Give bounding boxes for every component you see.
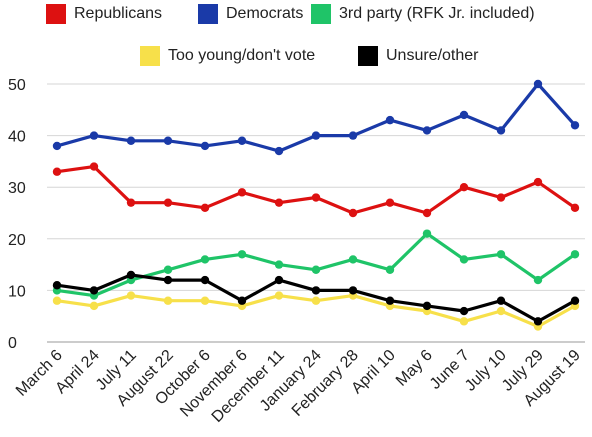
data-point-republicans-11 <box>459 183 469 192</box>
data-point-republicans-13 <box>533 177 543 187</box>
data-point-too-young-don-t-vote-3 <box>163 296 173 305</box>
data-point-democrats-5 <box>237 136 247 145</box>
data-point-unsure-other-9 <box>385 296 395 305</box>
data-point-republicans-9 <box>385 198 395 207</box>
data-point-unsure-other-5 <box>237 296 247 305</box>
data-point-3rd-party-rfk-jr-included-7 <box>311 265 321 274</box>
data-point-democrats-4 <box>200 141 210 151</box>
data-point-democrats-13 <box>533 79 543 89</box>
data-point-unsure-other-13 <box>533 317 543 326</box>
data-point-too-young-don-t-vote-0 <box>52 296 62 305</box>
data-point-democrats-8 <box>348 131 358 140</box>
data-point-unsure-other-10 <box>422 301 432 311</box>
data-point-unsure-other-6 <box>274 275 284 285</box>
legend-swatch-unsure <box>358 46 378 66</box>
data-point-republicans-6 <box>274 198 284 207</box>
legend-label-republicans: Republicans <box>74 5 163 22</box>
y-tick-label-30: 30 <box>8 180 26 197</box>
data-point-republicans-12 <box>496 193 506 202</box>
data-point-republicans-0 <box>52 167 62 176</box>
data-point-democrats-6 <box>274 146 284 156</box>
data-point-3rd-party-rfk-jr-included-5 <box>237 250 247 259</box>
data-point-unsure-other-4 <box>200 275 210 285</box>
series-line-republicans <box>55 165 577 215</box>
data-point-3rd-party-rfk-jr-included-4 <box>200 255 210 264</box>
y-tick-label-0: 0 <box>8 335 17 352</box>
y-tick-label-10: 10 <box>8 283 26 300</box>
data-point-3rd-party-rfk-jr-included-11 <box>459 255 469 264</box>
data-point-3rd-party-rfk-jr-included-13 <box>533 275 543 285</box>
legend-swatch-3rd-party <box>311 4 331 24</box>
data-point-republicans-8 <box>348 208 358 218</box>
data-point-3rd-party-rfk-jr-included-10 <box>422 229 432 238</box>
data-point-republicans-3 <box>163 198 173 207</box>
data-point-too-young-don-t-vote-2 <box>126 291 136 300</box>
data-point-republicans-14 <box>570 203 580 213</box>
legend-swatch-democrats <box>198 4 218 24</box>
data-point-3rd-party-rfk-jr-included-3 <box>163 265 173 274</box>
data-point-too-young-don-t-vote-12 <box>496 306 506 316</box>
data-point-republicans-2 <box>126 198 136 207</box>
data-point-3rd-party-rfk-jr-included-12 <box>496 250 506 259</box>
data-point-too-young-don-t-vote-11 <box>459 317 469 326</box>
data-point-too-young-don-t-vote-1 <box>89 301 99 311</box>
legend-item-too-young: Too young/don't vote <box>140 46 315 66</box>
data-point-republicans-5 <box>237 188 247 197</box>
data-point-republicans-10 <box>422 208 432 218</box>
data-point-3rd-party-rfk-jr-included-6 <box>274 260 284 269</box>
data-point-democrats-11 <box>459 110 469 120</box>
data-point-unsure-other-12 <box>496 296 506 305</box>
data-point-unsure-other-0 <box>52 281 62 290</box>
data-point-republicans-4 <box>200 203 210 213</box>
legend-label-too-young: Too young/don't vote <box>168 47 316 64</box>
y-tick-label-50: 50 <box>8 77 26 94</box>
data-point-unsure-other-3 <box>163 275 173 285</box>
data-point-unsure-other-2 <box>126 270 136 280</box>
data-point-too-young-don-t-vote-4 <box>200 296 210 305</box>
data-point-democrats-14 <box>570 121 580 130</box>
data-point-unsure-other-7 <box>311 286 321 295</box>
data-point-democrats-9 <box>385 115 395 125</box>
data-point-democrats-10 <box>422 126 432 135</box>
data-point-democrats-0 <box>52 141 62 151</box>
legend-label-3rd-party: 3rd party (RFK Jr. included) <box>339 5 535 22</box>
data-point-unsure-other-1 <box>89 286 99 295</box>
legend-item-republicans: Republicans <box>46 4 162 24</box>
legend-swatch-republicans <box>46 4 66 24</box>
data-point-unsure-other-11 <box>459 306 469 316</box>
data-point-unsure-other-14 <box>570 296 580 305</box>
data-point-too-young-don-t-vote-7 <box>311 296 321 305</box>
data-point-democrats-12 <box>496 126 506 135</box>
data-point-democrats-1 <box>89 131 99 140</box>
legend-item-democrats: Democrats <box>198 4 303 24</box>
legend-item-3rd-party: 3rd party (RFK Jr. included) <box>311 4 535 24</box>
y-tick-label-20: 20 <box>8 232 26 249</box>
legend-label-democrats: Democrats <box>226 5 304 22</box>
data-point-democrats-2 <box>126 136 136 145</box>
data-point-too-young-don-t-vote-6 <box>274 291 284 300</box>
data-point-unsure-other-8 <box>348 286 358 295</box>
data-point-republicans-7 <box>311 193 321 202</box>
data-point-republicans-1 <box>89 162 99 171</box>
legend-swatch-too-young <box>140 46 160 66</box>
data-point-3rd-party-rfk-jr-included-9 <box>385 265 395 274</box>
data-point-democrats-7 <box>311 131 321 140</box>
data-point-3rd-party-rfk-jr-included-14 <box>570 250 580 259</box>
y-tick-label-40: 40 <box>8 129 26 146</box>
legend-label-unsure: Unsure/other <box>386 47 479 64</box>
legend-item-unsure: Unsure/other <box>358 46 479 66</box>
data-point-3rd-party-rfk-jr-included-8 <box>348 255 358 264</box>
data-point-democrats-3 <box>163 136 173 145</box>
